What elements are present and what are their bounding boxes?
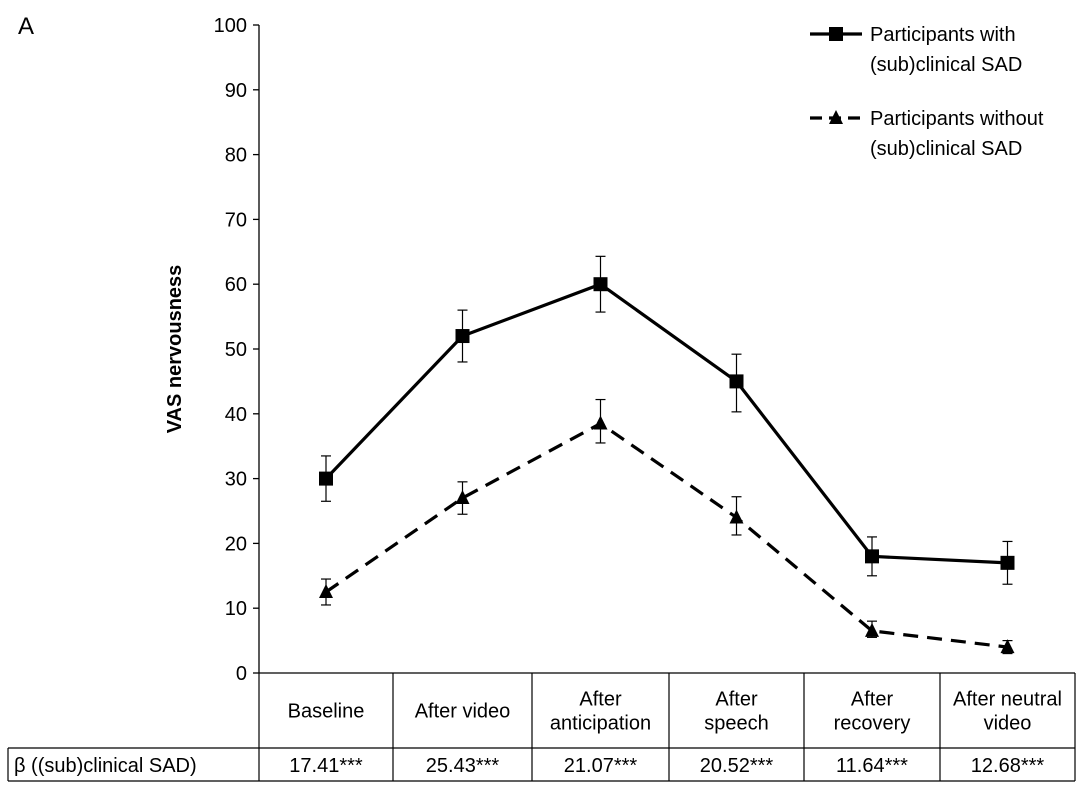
legend-item-1: Participants with (sub)clinical SAD bbox=[810, 24, 1022, 76]
data-point bbox=[593, 277, 608, 292]
x-category-label: speech bbox=[704, 713, 769, 735]
data-point bbox=[319, 471, 333, 486]
y-tick-label: 20 bbox=[225, 533, 247, 555]
y-axis-title: VAS nervousness bbox=[164, 265, 186, 434]
data-point bbox=[455, 329, 470, 344]
beta-value: 21.07*** bbox=[564, 755, 638, 777]
series-1 bbox=[319, 255, 1015, 585]
data-point bbox=[593, 415, 608, 430]
panel-label: A bbox=[18, 13, 34, 40]
data-point bbox=[865, 622, 879, 637]
beta-value: 25.43*** bbox=[426, 755, 500, 777]
beta-value: 12.68*** bbox=[971, 755, 1045, 777]
data-point bbox=[729, 374, 744, 389]
legend-item-2: Participants without (sub)clinical SAD bbox=[810, 108, 1044, 160]
y-tick-label: 50 bbox=[225, 339, 247, 361]
y-tick-label: 80 bbox=[225, 145, 247, 167]
data-point bbox=[319, 584, 333, 598]
x-category-label: After neutral bbox=[953, 689, 1062, 711]
x-category-label: video bbox=[984, 713, 1032, 735]
y-tick-label: 90 bbox=[225, 80, 247, 102]
x-category-label: recovery bbox=[834, 713, 911, 735]
legend-label: (sub)clinical SAD bbox=[870, 54, 1022, 76]
y-tick-label: 60 bbox=[225, 274, 247, 296]
x-category-label: anticipation bbox=[550, 713, 651, 735]
series-layer bbox=[319, 255, 1015, 655]
y-tick-label: 30 bbox=[225, 469, 247, 491]
x-category-label: After bbox=[851, 689, 894, 711]
data-point bbox=[729, 509, 744, 524]
y-tick-label: 40 bbox=[225, 404, 247, 426]
category-table: Baseline 17.41*** After video 25.43*** After… bbox=[7, 672, 1076, 782]
series-line bbox=[325, 421, 1008, 649]
series-2 bbox=[319, 398, 1015, 655]
data-point bbox=[865, 549, 879, 564]
legend-label: Participants without bbox=[870, 108, 1044, 130]
y-tick-label: 10 bbox=[225, 598, 247, 620]
x-category-label: Baseline bbox=[288, 701, 365, 723]
x-category-label: After bbox=[579, 689, 622, 711]
legend-marker bbox=[829, 27, 843, 41]
x-category-label: After bbox=[715, 689, 758, 711]
beta-value: 20.52*** bbox=[700, 755, 774, 777]
data-point bbox=[1000, 555, 1015, 570]
beta-value: 17.41*** bbox=[289, 755, 363, 777]
data-point bbox=[455, 490, 470, 505]
axes: 0 10 20 30 40 50 60 70 80 90 100 bbox=[214, 15, 260, 685]
legend-marker bbox=[829, 110, 843, 124]
y-tick-label: 70 bbox=[225, 209, 247, 231]
legend: Participants with(sub)clinical SADPartic… bbox=[810, 24, 1044, 160]
beta-value: 11.64*** bbox=[836, 755, 908, 777]
beta-row-label: β ((sub)clinical SAD) bbox=[14, 755, 197, 777]
legend-label: (sub)clinical SAD bbox=[870, 138, 1022, 160]
y-tick-label: 0 bbox=[236, 663, 247, 685]
series-line bbox=[324, 282, 1008, 565]
y-tick-label: 100 bbox=[214, 15, 247, 37]
legend-label: Participants with bbox=[870, 24, 1016, 46]
x-category-label: After video bbox=[415, 701, 511, 723]
data-point bbox=[1000, 639, 1015, 654]
